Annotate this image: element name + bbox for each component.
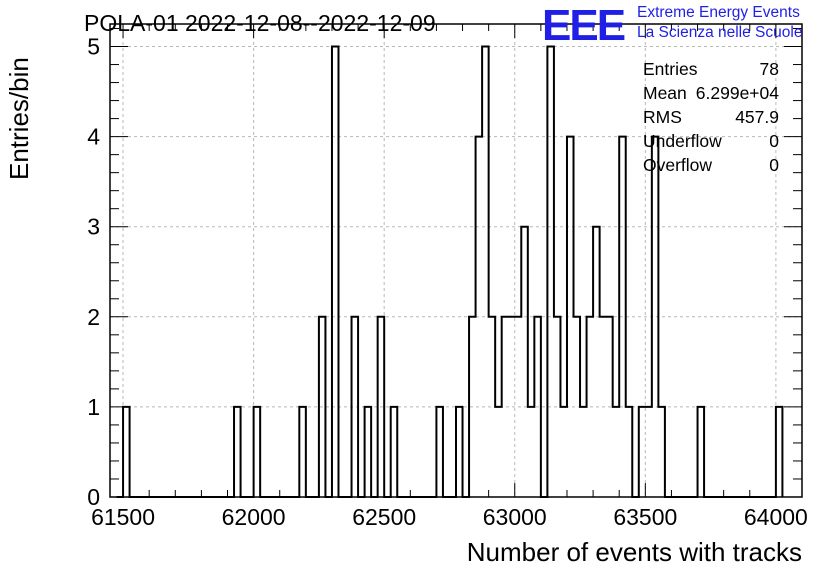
x-tick-label: 64000 [744,504,808,530]
grid-lines [110,24,802,497]
stats-box: Entries 78 Mean 6.299e+04 RMS 457.9 Unde… [643,59,779,179]
logo-line-2: La Scienza nelle Scuole [637,24,803,41]
eee-logo: EEE [542,1,626,50]
stat-label: RMS [643,107,682,127]
x-tick-label: 62500 [352,504,416,530]
stat-label: Overflow [643,155,713,175]
stat-rms: RMS 457.9 [643,107,779,131]
chart-title: POLA-01 2022-12-08--2022-12-09 [84,10,436,36]
stat-mean: Mean 6.299e+04 [643,83,779,107]
stat-value: 78 [759,59,779,79]
y-tick-label: 0 [87,484,100,510]
y-tick-label: 5 [87,34,100,60]
plot-frame [109,23,803,498]
stat-overflow: Overflow 0 [643,155,779,179]
stat-label: Underflow [643,131,722,151]
y-tick-label: 4 [87,124,100,150]
stat-label: Mean [643,83,687,103]
axes: 61500 62000 62500 63000 63500 64000 0 1 2 3 4 5 [87,23,808,530]
x-tick-label: 62000 [222,504,286,530]
stat-entries: Entries 78 [643,59,779,83]
stat-value: 6.299e+04 [695,83,779,103]
stat-label: Entries [643,59,698,79]
y-tick-label: 3 [87,214,100,240]
x-axis-label: Number of events with tracks [466,537,802,567]
histogram-outline [116,45,784,498]
x-tick-label: 63000 [483,504,547,530]
stat-value: 457.9 [735,107,779,127]
stat-value: 0 [769,155,779,175]
y-tick-label: 2 [87,304,100,330]
x-tick-label: 61500 [91,504,155,530]
y-tick-label: 1 [87,394,100,420]
eee-logo-text: Extreme Energy Events La Scienza nelle S… [637,3,802,43]
x-tick-label: 63500 [613,504,677,530]
stat-underflow: Underflow 0 [643,131,779,155]
y-axis-label: Entries/bin [4,57,34,180]
stat-value: 0 [769,131,779,151]
logo-line-1: Extreme Energy Events [637,4,800,21]
